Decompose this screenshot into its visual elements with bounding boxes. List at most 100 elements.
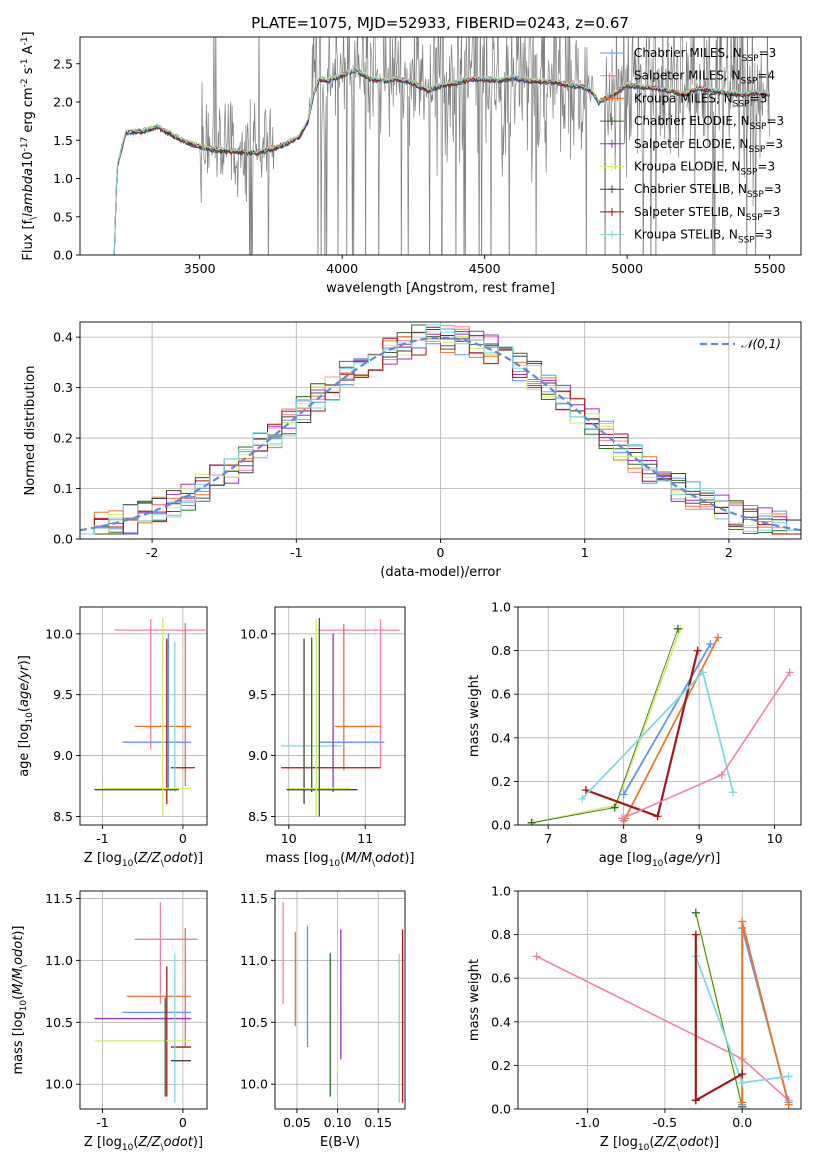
- legend-marker: [608, 162, 616, 171]
- axes-mass-vs-ebv: 0.05 0.10 0.15 10.0 10.5 11.0 11.5 E(B-V): [240, 890, 406, 1150]
- axes-age-vs-Z: -1 0 8.5 9.0 9.5 10.0 Z [log10(Z/Z\odot)] age […: [17, 606, 208, 869]
- x-tick-label: 4000: [326, 261, 358, 276]
- axes-spectrum: 3500 4000 4500 5000 5500 0.0 0.5 1.0 1.5 2.0 2.5 wa…: [20, 31, 802, 296]
- legend-entry: 𝒩(0,1): [741, 337, 781, 351]
- x-tick-label: -1: [290, 545, 302, 560]
- residual-histogram: [80, 324, 801, 535]
- y-tick-label: 10.0: [240, 1077, 268, 1092]
- x-axis-label: wavelength [Angstrom, rest frame]: [326, 281, 555, 296]
- axes-residuals: -2 -1 0 1 2 0.0 0.1 0.2 0.3 0.4 (data-model)/error…: [23, 321, 802, 580]
- y-tick-label: 11.5: [45, 891, 73, 906]
- y-tick-label: 0.2: [491, 1058, 511, 1073]
- weight-marker: [653, 812, 662, 821]
- weight-marker: [784, 1100, 793, 1109]
- x-tick-label: 2: [725, 545, 733, 560]
- y-tick-label: 10.0: [45, 1077, 73, 1092]
- axes-frame: [517, 606, 802, 826]
- x-tick-label: 4500: [469, 261, 501, 276]
- legend-entry: Kroupa STELIB, NSSP=3: [634, 228, 772, 246]
- x-tick-label: 9: [695, 831, 703, 846]
- y-tick-label: 0.4: [491, 1014, 511, 1029]
- y-tick-label: 0.0: [491, 1102, 511, 1117]
- legend-marker: [608, 117, 616, 126]
- legend-marker: [608, 185, 616, 194]
- y-axis-label: Normed distribution: [23, 366, 38, 496]
- weight-marker: [738, 1078, 747, 1087]
- axes-weight-vs-Z: -1.0 -0.5 0.0 0.0 0.2 0.4 0.6 0.8 1.0 Z [log10(Z/…: [467, 884, 802, 1153]
- x-tick-label: 5000: [611, 261, 643, 276]
- x-tick-label: -2: [146, 545, 158, 560]
- plot-area: [275, 891, 405, 1109]
- legend-entry: Kroupa MILES, NSSP=3: [634, 91, 767, 109]
- y-tick-label: 0.4: [491, 730, 511, 745]
- y-tick-label: 9.0: [53, 748, 73, 763]
- x-axis-label: age [log10(age/yr)]: [599, 851, 721, 869]
- weight-marker: [717, 770, 726, 779]
- weight-marker: [610, 803, 619, 812]
- y-tick-label: 10.0: [240, 626, 268, 641]
- y-tick-label: 0.2: [491, 774, 511, 789]
- y-tick-label: 0.8: [491, 643, 511, 658]
- y-tick-label: 0.0: [491, 818, 511, 833]
- plot-area: [518, 607, 801, 825]
- legend-marker: [608, 49, 616, 57]
- x-tick-label: 0: [179, 1115, 187, 1130]
- weight-marker: [619, 790, 628, 799]
- y-axis-label: age [log10(age/yr)]: [17, 655, 35, 777]
- legend-entry: Chabrier STELIB, NSSP=3: [634, 182, 782, 200]
- y-tick-label: 11.0: [45, 953, 73, 968]
- weight-line: [694, 934, 743, 1103]
- x-tick-label: 1: [581, 545, 589, 560]
- weight-marker: [691, 908, 700, 917]
- y-tick-label: 0.6: [491, 971, 511, 986]
- y-tick-label: 0.0: [53, 532, 73, 547]
- legend-entry: Salpeter STELIB, NSSP=3: [634, 205, 780, 223]
- x-tick-label: 5500: [754, 261, 786, 276]
- weight-marker: [578, 794, 587, 803]
- axes-frame: [79, 890, 208, 1110]
- plot-area: [80, 322, 801, 539]
- legend-marker: [608, 71, 616, 80]
- x-axis-label: mass [log10(M/M\odot)]: [265, 851, 414, 869]
- y-tick-label: 0.4: [53, 330, 73, 345]
- x-tick-label: -0.5: [653, 1115, 677, 1130]
- x-tick-label: 0.0: [732, 1115, 752, 1130]
- plot-area: [80, 891, 207, 1109]
- x-axis-label: Z [log10(Z/Z\odot)]: [600, 1135, 719, 1153]
- x-axis-label: (data-model)/error: [380, 565, 501, 580]
- axes-frame: [274, 890, 406, 1110]
- x-axis-label: Z [log10(Z/Z\odot)]: [84, 1135, 203, 1153]
- y-axis-label: mass weight: [467, 959, 482, 1041]
- weight-marker: [738, 1070, 747, 1079]
- y-tick-label: 1.0: [491, 600, 511, 615]
- legend-entry: Chabrier ELODIE, NSSP=3: [634, 114, 784, 132]
- weight-marker: [618, 814, 627, 823]
- x-tick-label: 0.15: [364, 1115, 392, 1130]
- legend-entry: Salpeter MILES, NSSP=4: [634, 69, 775, 87]
- weight-marker: [698, 668, 707, 677]
- legend-marker: [608, 207, 616, 216]
- legend-marker: [608, 139, 616, 148]
- y-tick-label: 10.5: [45, 1015, 73, 1030]
- weight-line: [622, 643, 712, 795]
- x-tick-label: -1: [96, 1115, 108, 1130]
- axes-frame: [517, 890, 802, 1110]
- weight-marker: [738, 1098, 747, 1107]
- y-tick-label: 9.0: [248, 748, 268, 763]
- y-tick-label: 8.5: [53, 809, 73, 824]
- legend-marker: [608, 230, 616, 239]
- weight-marker: [693, 646, 702, 655]
- x-tick-label: 10: [281, 831, 297, 846]
- legend-entry: Chabrier MILES, NSSP=3: [634, 46, 776, 64]
- weight-marker: [706, 640, 715, 649]
- legend-entry: Kroupa ELODIE, NSSP=3: [634, 160, 775, 178]
- y-tick-label: 0.5: [53, 209, 73, 224]
- y-tick-label: 11.0: [240, 953, 268, 968]
- legend-marker: [608, 94, 616, 103]
- y-tick-label: 0.8: [491, 927, 511, 942]
- legend-entry: Salpeter ELODIE, NSSP=3: [634, 137, 783, 155]
- x-tick-label: 0: [179, 831, 187, 846]
- y-axis-label: Flux [f\lambda10-17 erg cm-2 s-1 A-1]: [20, 31, 39, 260]
- x-tick-label: 0.05: [283, 1115, 311, 1130]
- y-axis-label: mass [log10(M/M\odot)]: [11, 925, 29, 1074]
